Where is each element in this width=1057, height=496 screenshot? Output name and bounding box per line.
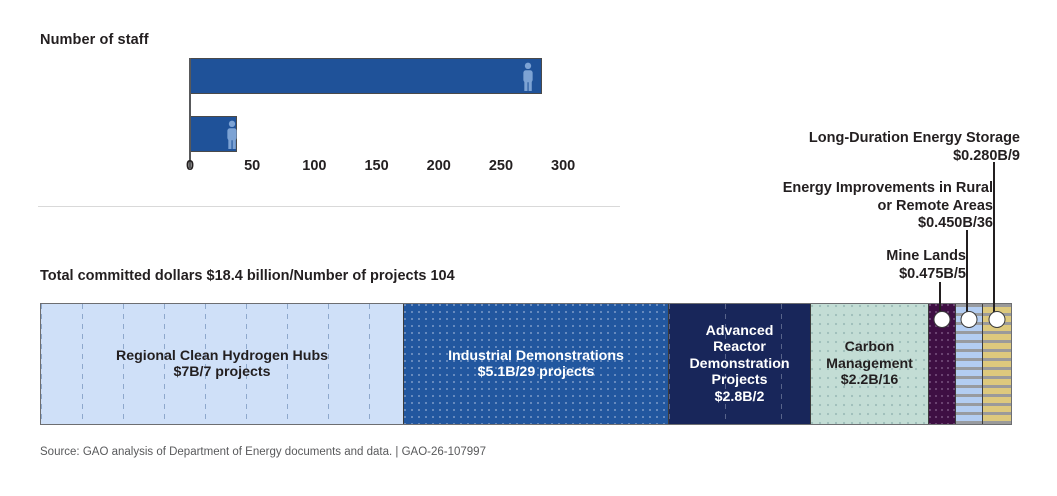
segment-label: Regional Clean Hydrogen Hubs $7B/7 proje… <box>115 347 329 381</box>
x-axis-tick: 300 <box>551 158 576 174</box>
bar-jan-2025 <box>190 58 542 94</box>
leader-line-rural <box>966 230 968 312</box>
x-axis-tick: 250 <box>488 158 514 174</box>
segment-mine-lands <box>929 304 956 424</box>
y-axis-line <box>189 58 191 168</box>
callout-mine-lands: Mine Lands $0.475B/5 <box>886 248 966 282</box>
person-icon <box>227 120 237 149</box>
person-icon <box>523 62 533 91</box>
staff-bar-chart: Jan. 2025 June 2025 0 50 100 150 200 250 300 <box>0 58 640 174</box>
segment-advanced-reactor-demonstration-projects: Advanced Reactor Demonstration Projects … <box>669 304 811 424</box>
bar-row: Jan. 2025 <box>0 58 640 94</box>
source-note: Source: GAO analysis of Department of En… <box>40 446 486 458</box>
callout-marker-mine-lands <box>933 311 951 328</box>
callout-marker-rural <box>960 311 978 328</box>
leader-line-mine-lands <box>939 282 941 312</box>
x-axis-tick: 150 <box>364 158 389 174</box>
pattern-dots <box>404 304 668 424</box>
x-axis-tick: 50 <box>244 158 261 174</box>
pattern-vertical-dashed <box>41 304 403 424</box>
pattern-dots <box>811 304 928 424</box>
x-axis-tick: 200 <box>426 158 451 174</box>
pattern-vertical-dashed <box>669 304 810 424</box>
segment-long-duration-energy-storage <box>983 304 1011 424</box>
bar-row: June 2025 <box>0 116 640 152</box>
section-divider <box>38 206 620 207</box>
segment-energy-improvements-rural <box>956 304 983 424</box>
callout-energy-improvements-rural: Energy Improvements in Rural or Remote A… <box>782 180 993 231</box>
segment-label: Advanced Reactor Demonstration Projects … <box>689 322 790 405</box>
x-axis-tick: 0 <box>185 158 195 174</box>
segment-label: Carbon Management $2.2B/16 <box>826 339 913 389</box>
bar-june-2025 <box>190 116 238 152</box>
segment-regional-clean-hydrogen-hubs: Regional Clean Hydrogen Hubs $7B/7 proje… <box>41 304 404 424</box>
staff-chart-title: Number of staff <box>40 32 149 48</box>
leader-line-long-duration <box>993 162 995 312</box>
segment-industrial-demonstrations: Industrial Demonstrations $5.1B/29 proje… <box>404 304 669 424</box>
stacked-chart-title: Total committed dollars $18.4 billion/Nu… <box>40 268 455 284</box>
x-axis-tick: 100 <box>302 158 327 174</box>
callout-marker-long-duration <box>988 311 1006 328</box>
callout-long-duration-energy-storage: Long-Duration Energy Storage $0.280B/9 <box>808 130 1020 164</box>
x-axis-tick-labels: 0 50 100 150 200 250 300 <box>0 158 640 182</box>
stacked-bar-chart: Regional Clean Hydrogen Hubs $7B/7 proje… <box>40 303 1012 425</box>
segment-label: Industrial Demonstrations $5.1B/29 proje… <box>448 347 624 381</box>
segment-carbon-management: Carbon Management $2.2B/16 <box>811 304 929 424</box>
